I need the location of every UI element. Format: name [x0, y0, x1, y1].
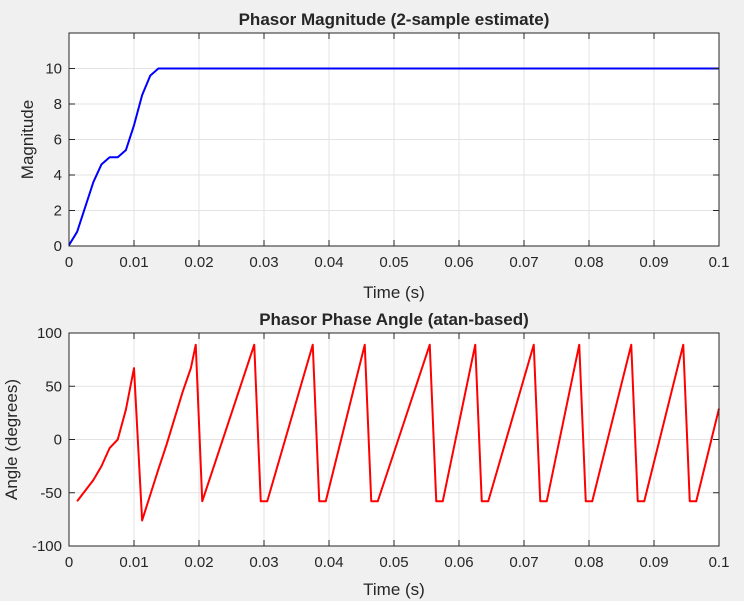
- y-axis-label: Angle (degrees): [2, 379, 21, 500]
- chart-title: Phasor Phase Angle (atan-based): [259, 310, 529, 329]
- y-tick-label: 2: [54, 203, 62, 220]
- x-tick-label: 0.02: [184, 254, 213, 271]
- x-tick-label: 0.07: [509, 554, 538, 571]
- x-tick-label: 0.08: [574, 254, 603, 271]
- y-tick-label: 4: [54, 167, 62, 184]
- x-tick-label: 0: [65, 254, 73, 271]
- x-tick-label: 0.06: [444, 254, 473, 271]
- magnitude-axes: 0 0.01 0.02 0.03 0.04 0.05 0.06 0.07 0.08 0.09 0.1…: [18, 10, 729, 302]
- x-axis-label: Time (s): [363, 283, 425, 302]
- x-tick-label: 0.04: [314, 554, 343, 571]
- phase-axes: 0 0.01 0.02 0.03 0.04 0.05 0.06 0.07 0.08 0.09 0.1…: [2, 310, 729, 599]
- x-tick-label: 0.1: [709, 254, 730, 271]
- y-tick-label: -100: [32, 538, 62, 555]
- x-tick-label: 0.09: [639, 254, 668, 271]
- x-axis-label: Time (s): [363, 580, 425, 599]
- y-axis-label: Magnitude: [18, 100, 37, 179]
- x-tick-label: 0.03: [249, 554, 278, 571]
- y-tick-label: 0: [54, 238, 62, 255]
- y-tick-label: 8: [54, 96, 62, 113]
- x-tick-label: 0.01: [119, 554, 148, 571]
- y-tick-label: 6: [54, 132, 62, 149]
- series-line-0: [76, 343, 720, 522]
- series-line-0: [68, 67, 719, 246]
- y-tick-label: 0: [54, 432, 62, 449]
- x-tick-label: 0.06: [444, 554, 473, 571]
- y-tick-label: 100: [37, 325, 62, 342]
- x-tick-label: 0.09: [639, 554, 668, 571]
- y-tick-label: 50: [45, 378, 62, 395]
- x-tick-label: 0.1: [709, 554, 730, 571]
- x-tick-label: 0.03: [249, 254, 278, 271]
- x-tick-label: 0.08: [574, 554, 603, 571]
- chart-title: Phasor Magnitude (2-sample estimate): [239, 10, 550, 29]
- x-tick-label: 0.04: [314, 254, 343, 271]
- x-tick-label: 0: [65, 554, 73, 571]
- y-tick-label: 10: [45, 61, 62, 78]
- y-tick-label: -50: [40, 485, 62, 502]
- x-tick-label: 0.05: [379, 254, 408, 271]
- x-tick-label: 0.02: [184, 554, 213, 571]
- x-tick-label: 0.05: [379, 554, 408, 571]
- x-tick-label: 0.07: [509, 254, 538, 271]
- x-tick-label: 0.01: [119, 254, 148, 271]
